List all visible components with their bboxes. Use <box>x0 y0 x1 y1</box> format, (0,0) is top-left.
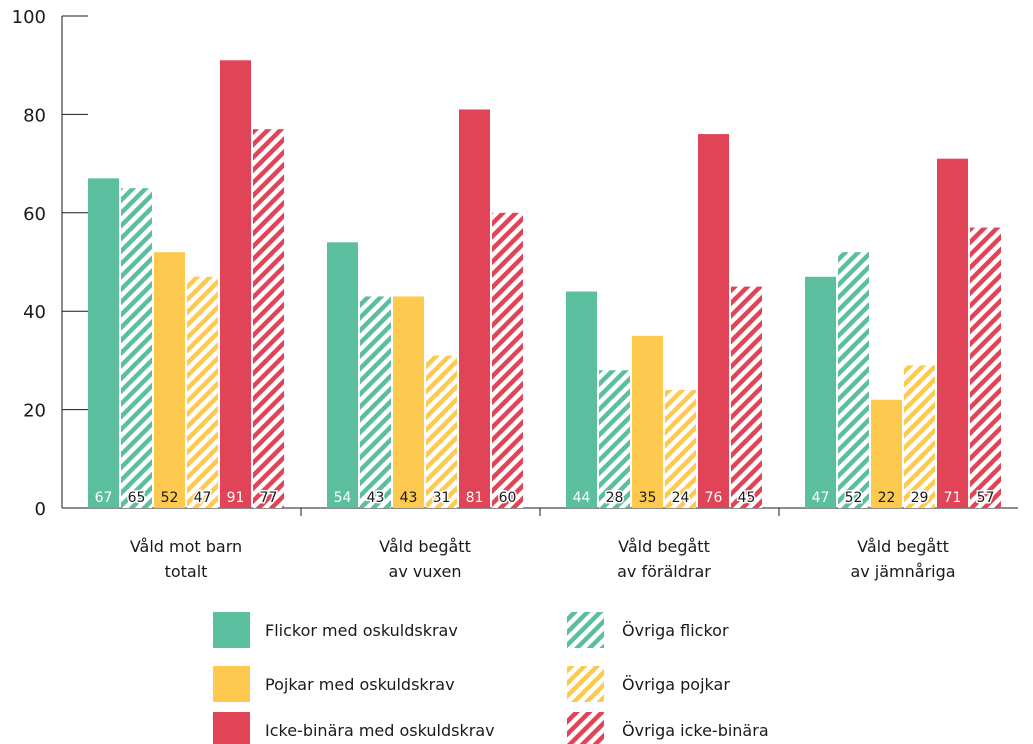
bar-data-label: 60 <box>499 490 517 506</box>
bar <box>187 276 218 508</box>
y-tick-label: 20 <box>23 401 46 422</box>
legend-swatch <box>567 666 604 702</box>
bar <box>632 335 663 508</box>
bar-data-label: 54 <box>334 490 352 506</box>
legend-entry-label: Flickor med oskuldskrav <box>265 621 458 640</box>
bar-data-label: 76 <box>705 490 723 506</box>
x-category-label: Våld mot barn totalt <box>130 537 242 581</box>
bar <box>121 188 152 508</box>
bar-data-label: 28 <box>606 490 624 506</box>
legend-entry-label: Övriga flickor <box>622 621 729 640</box>
bar <box>154 252 185 508</box>
bar-data-label: 43 <box>400 490 418 506</box>
bar-data-label: 43 <box>367 490 385 506</box>
bar-data-label: 52 <box>161 490 179 506</box>
x-category-label: Våld begått av jämnåriga <box>850 537 955 581</box>
x-category-label: Våld begått av vuxen <box>379 537 471 581</box>
bar <box>253 129 284 508</box>
bar-data-label: 71 <box>944 490 962 506</box>
bar <box>492 212 523 509</box>
bar <box>665 389 696 508</box>
bar <box>937 158 968 508</box>
bar <box>805 276 836 508</box>
bars: 67 65 52 47 91 77 54 43 43 31 81 60 44 28 35 24 76 45 47 52… <box>88 60 1001 509</box>
legend-entry-label: Icke-binära med oskuldskrav <box>265 721 495 740</box>
bar-data-label: 35 <box>639 490 657 506</box>
y-tick-label: 0 <box>35 499 46 520</box>
bar-data-label: 22 <box>878 490 896 506</box>
bar <box>904 365 935 508</box>
bar <box>838 252 869 508</box>
legend-entry-label: Pojkar med oskuldskrav <box>265 675 455 694</box>
bar <box>88 178 119 509</box>
bar-data-label: 47 <box>194 490 212 506</box>
legend-entry-label: Övriga icke-binära <box>622 721 769 740</box>
bar-data-label: 31 <box>433 490 451 506</box>
bar <box>220 60 251 508</box>
bar-data-label: 45 <box>738 490 756 506</box>
bar <box>566 291 597 508</box>
bar <box>327 242 358 508</box>
bar <box>970 227 1001 508</box>
bar <box>871 399 902 508</box>
bar-data-label: 44 <box>573 490 591 506</box>
bar <box>599 370 630 508</box>
legend-entry-label: Övriga pojkar <box>622 675 730 694</box>
legend-swatch <box>567 612 604 648</box>
bar <box>698 134 729 508</box>
bar-data-label: 67 <box>95 490 113 506</box>
y-tick-label: 60 <box>23 204 46 225</box>
bar-data-label: 81 <box>466 490 484 506</box>
legend: Flickor med oskuldskrav Övriga flickor Poj… <box>213 612 769 744</box>
y-tick-label: 80 <box>23 105 46 126</box>
bar-data-label: 52 <box>845 490 863 506</box>
bar <box>426 355 457 508</box>
x-category-label: Våld begått av föräldrar <box>617 537 711 581</box>
y-tick-label: 100 <box>12 7 46 28</box>
bar-data-label: 47 <box>812 490 830 506</box>
bar-data-label: 65 <box>128 490 146 506</box>
legend-swatch <box>213 666 250 702</box>
legend-swatch <box>213 612 250 648</box>
bar-data-label: 77 <box>260 490 278 506</box>
bar <box>360 296 391 508</box>
bar-data-label: 57 <box>977 490 995 506</box>
legend-swatch <box>213 712 250 744</box>
bar-data-label: 29 <box>911 490 929 506</box>
bar-data-label: 91 <box>227 490 245 506</box>
bar-data-label: 24 <box>672 490 690 506</box>
bar <box>731 286 762 508</box>
legend-swatch <box>567 712 604 744</box>
bar <box>459 109 490 508</box>
bar <box>393 296 424 508</box>
y-tick-label: 40 <box>23 302 46 323</box>
